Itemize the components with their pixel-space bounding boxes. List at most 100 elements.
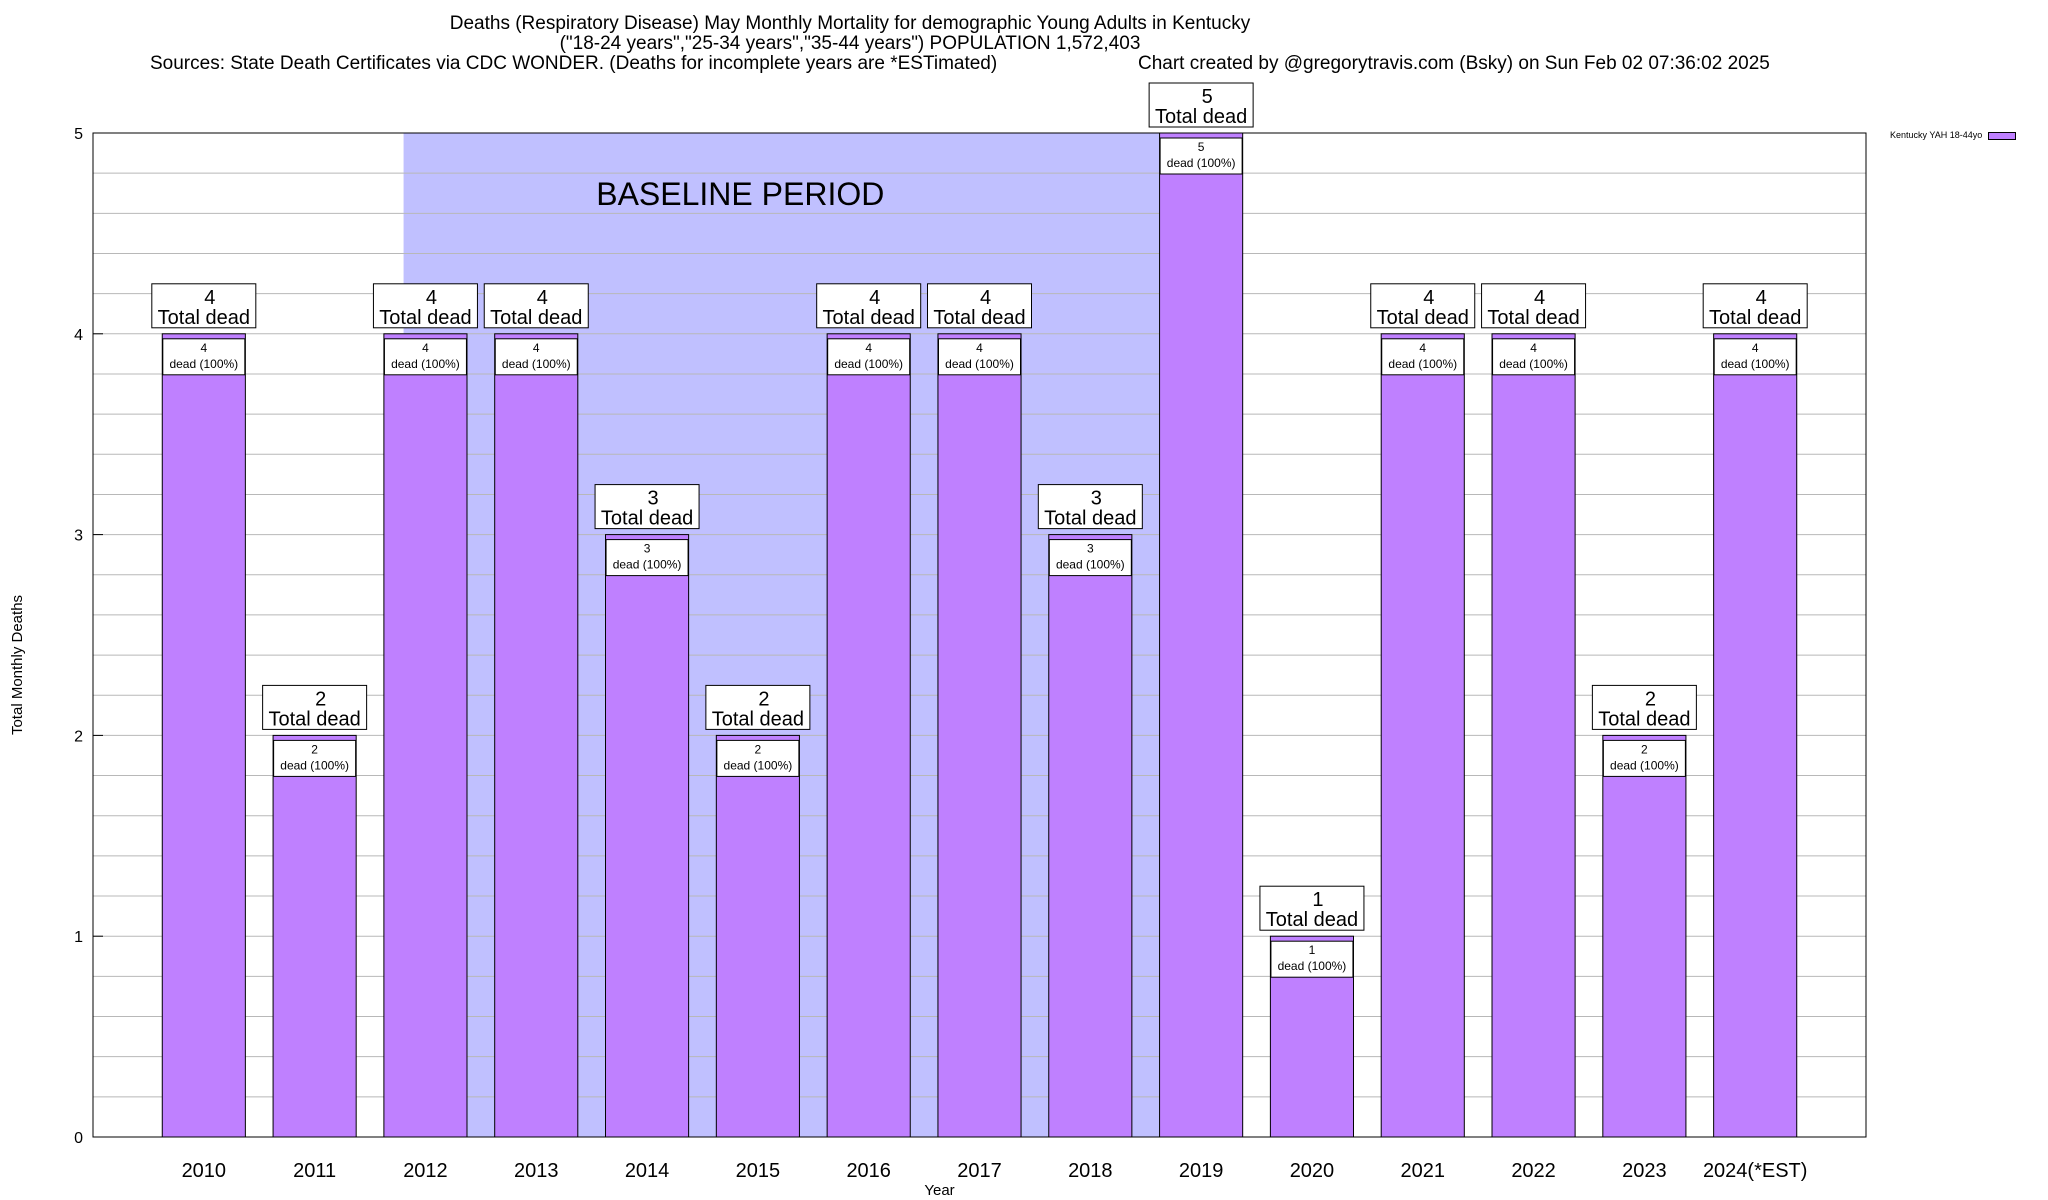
y-tick-label: 1 bbox=[74, 929, 83, 946]
x-tick-label: 2022 bbox=[1511, 1160, 1556, 1182]
y-tick-label: 4 bbox=[74, 327, 83, 344]
bar bbox=[1491, 333, 1576, 1138]
bar-inner-value: 4 bbox=[422, 341, 429, 355]
bar-inner-label: dead (100%) bbox=[834, 357, 903, 371]
bar-inner-label-box bbox=[1270, 940, 1354, 978]
bar bbox=[494, 333, 579, 1138]
x-tick-label: 2016 bbox=[846, 1160, 891, 1182]
bar-total-label-box bbox=[151, 283, 257, 329]
y-axis-label: Total Monthly Deaths bbox=[9, 595, 26, 735]
bar-inner-label-box bbox=[494, 338, 578, 376]
x-tick-label: 2020 bbox=[1290, 1160, 1335, 1182]
chart-title: Deaths (Respiratory Disease) May Monthly… bbox=[449, 13, 1251, 34]
bar-total-label: Total dead bbox=[268, 708, 360, 730]
bar-total-value: 1 bbox=[1312, 889, 1323, 911]
bar-total-value: 4 bbox=[980, 287, 991, 309]
x-tick-label: 2023 bbox=[1622, 1160, 1667, 1182]
bar-inner-label: dead (100%) bbox=[169, 357, 238, 371]
bar-total-value: 2 bbox=[1645, 688, 1656, 710]
chart-credit: Chart created by @gregorytravis.com (Bsk… bbox=[1138, 53, 1770, 74]
bar-inner-value: 2 bbox=[755, 742, 762, 756]
bar-inner-label-box bbox=[1048, 539, 1132, 577]
bar-inner-label: dead (100%) bbox=[1610, 758, 1679, 772]
bar-inner-label-box bbox=[605, 539, 689, 577]
bar-inner-label: dead (100%) bbox=[1388, 357, 1457, 371]
bar-inner-label: dead (100%) bbox=[502, 357, 571, 371]
bar bbox=[383, 333, 468, 1138]
bar-total-value: 4 bbox=[537, 287, 548, 309]
chart-subtitle: ("18-24 years","25-34 years","35-44 year… bbox=[559, 33, 1141, 54]
bar-total-value: 2 bbox=[758, 688, 769, 710]
x-axis-label: Year bbox=[924, 1182, 954, 1199]
bar-total-label-box bbox=[1591, 684, 1697, 730]
bar-total-value: 5 bbox=[1202, 86, 1213, 108]
bar-total-value: 4 bbox=[1756, 287, 1767, 309]
bar-inner-label-box bbox=[1159, 137, 1243, 175]
bar-total-value: 3 bbox=[648, 488, 659, 510]
bar bbox=[937, 333, 1022, 1138]
x-tick-label: 2012 bbox=[403, 1160, 448, 1182]
bar-inner-label: dead (100%) bbox=[280, 758, 349, 772]
bar-total-label-box bbox=[1148, 82, 1254, 128]
x-tick-label: 2019 bbox=[1179, 1160, 1224, 1182]
bar-total-label: Total dead bbox=[823, 307, 915, 329]
bar bbox=[1602, 734, 1687, 1138]
bar-total-label-box bbox=[705, 684, 811, 730]
bar-inner-value: 4 bbox=[1752, 341, 1759, 355]
bar-inner-label: dead (100%) bbox=[391, 357, 460, 371]
bar-inner-label-box bbox=[827, 338, 911, 376]
bar-inner-value: 2 bbox=[1641, 742, 1648, 756]
bar-inner-value: 1 bbox=[1309, 943, 1316, 957]
bar-inner-label-box bbox=[1381, 338, 1465, 376]
y-tick-label: 0 bbox=[74, 1130, 83, 1147]
bar-inner-label: dead (100%) bbox=[1499, 357, 1568, 371]
bar bbox=[605, 534, 690, 1138]
bar-total-label-box bbox=[1037, 484, 1143, 530]
x-tick-label: 2011 bbox=[293, 1160, 336, 1182]
bar-inner-label: dead (100%) bbox=[724, 758, 793, 772]
bar-total-label-box bbox=[594, 484, 700, 530]
y-tick-label: 5 bbox=[74, 126, 83, 143]
bar-total-label-box bbox=[1702, 283, 1808, 329]
x-tick-label: 2015 bbox=[736, 1160, 781, 1182]
bar bbox=[826, 333, 911, 1138]
bar bbox=[1713, 333, 1798, 1138]
x-tick-label: 2013 bbox=[514, 1160, 559, 1182]
y-tick-label: 2 bbox=[74, 728, 83, 745]
bar-total-label: Total dead bbox=[1377, 307, 1469, 329]
bar-inner-label-box bbox=[1492, 338, 1576, 376]
baseline-label: BASELINE PERIOD bbox=[596, 176, 884, 212]
bar-total-label: Total dead bbox=[158, 307, 250, 329]
plot-frame bbox=[92, 132, 1867, 1138]
bar-total-label: Total dead bbox=[1044, 508, 1136, 530]
bar-inner-label-box bbox=[1602, 739, 1686, 777]
legend: Kentucky YAH 18-44yo bbox=[1890, 130, 2017, 140]
bar-total-label: Total dead bbox=[379, 307, 471, 329]
bar bbox=[715, 734, 800, 1138]
bar-total-label: Total dead bbox=[1266, 909, 1358, 931]
bar-inner-label-box bbox=[273, 739, 357, 777]
bar-inner-label: dead (100%) bbox=[1056, 558, 1125, 572]
bar-total-label: Total dead bbox=[1709, 307, 1801, 329]
bar-total-label: Total dead bbox=[1155, 106, 1247, 128]
bar-total-label-box bbox=[1481, 283, 1587, 329]
bar-inner-value: 4 bbox=[1530, 341, 1537, 355]
bar-inner-value: 4 bbox=[1419, 341, 1426, 355]
bar-inner-label: dead (100%) bbox=[1278, 959, 1347, 973]
bar-inner-label: dead (100%) bbox=[945, 357, 1014, 371]
bar bbox=[1380, 333, 1465, 1138]
bar-inner-label-box bbox=[162, 338, 246, 376]
x-tick-label: 2024(*EST) bbox=[1703, 1160, 1808, 1182]
bar bbox=[1159, 132, 1244, 1138]
bar-total-label: Total dead bbox=[933, 307, 1025, 329]
bar-total-value: 4 bbox=[1534, 287, 1545, 309]
bar bbox=[272, 734, 357, 1138]
bar-inner-label-box bbox=[1713, 338, 1797, 376]
bar-total-label-box bbox=[927, 283, 1032, 329]
bar-inner-label: dead (100%) bbox=[1721, 357, 1790, 371]
bar-total-label: Total dead bbox=[712, 708, 804, 730]
chart-sources: Sources: State Death Certificates via CD… bbox=[150, 53, 998, 74]
bar-total-value: 2 bbox=[315, 688, 326, 710]
